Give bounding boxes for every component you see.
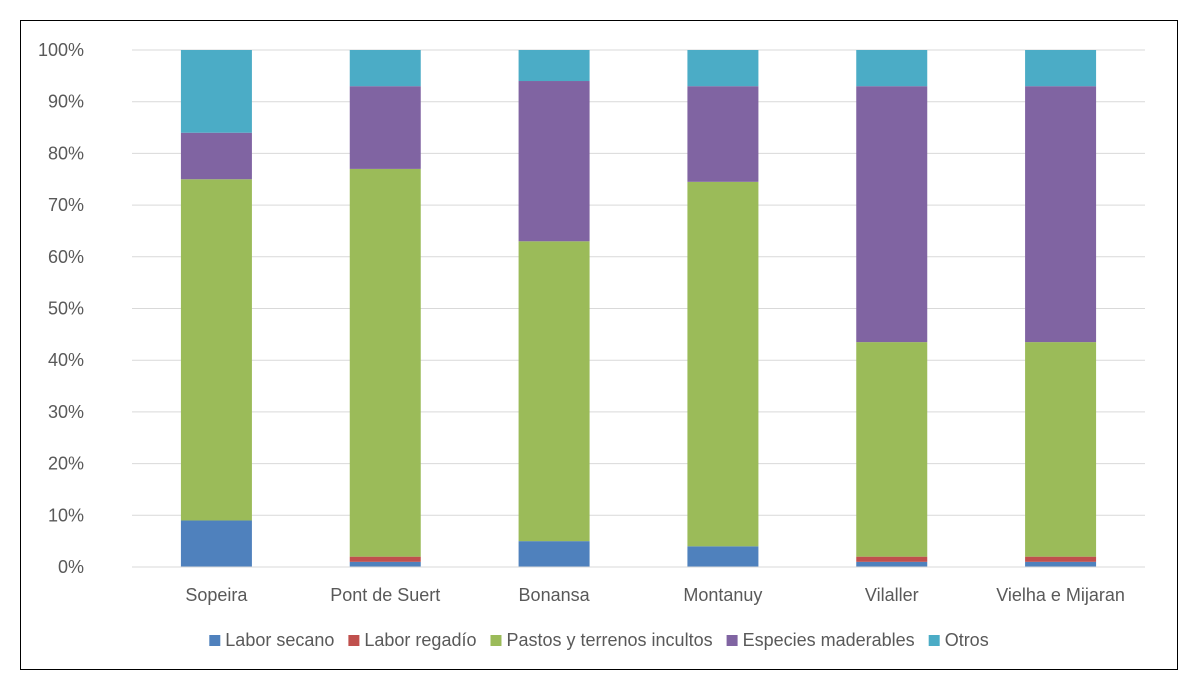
legend-swatch <box>928 635 940 646</box>
bar-segment <box>518 50 590 82</box>
legend-label: Labor secano <box>225 630 334 650</box>
y-tick-label: 90% <box>48 92 84 112</box>
y-axis: 0% 10% 20% 30% 40% 50% 60% 70% 80% 90% 100% <box>38 40 84 577</box>
legend-swatch <box>348 635 360 646</box>
bar-segment <box>856 556 928 562</box>
legend-label: Otros <box>945 630 989 650</box>
y-tick-label: 0% <box>58 557 84 577</box>
bar-segment <box>687 86 759 182</box>
y-tick-label: 10% <box>48 505 84 525</box>
bar-segment <box>1025 86 1097 343</box>
y-tick-label: 50% <box>48 299 84 319</box>
legend-swatch <box>726 635 738 646</box>
bar-segment <box>856 561 928 567</box>
bar-segment <box>687 50 759 87</box>
bar-segment <box>1025 342 1097 557</box>
bar-segment <box>349 556 421 562</box>
y-tick-label: 70% <box>48 195 84 215</box>
bar-segment <box>518 81 590 242</box>
x-axis: Sopeira Pont de Suert Bonansa Montanuy Vilal… <box>132 566 1145 605</box>
x-tick-label: Vielha e Mijaran <box>996 585 1125 605</box>
legend-swatch <box>490 635 502 646</box>
legend-label: Especies maderables <box>743 630 915 650</box>
bar-segment <box>180 132 252 180</box>
bar-segment <box>349 561 421 567</box>
y-tick-label: 40% <box>48 350 84 370</box>
bar-segment <box>180 520 252 567</box>
bar-segment <box>856 342 928 557</box>
y-tick-label: 80% <box>48 143 84 163</box>
bar-segment <box>687 181 759 547</box>
bar-segment <box>518 541 590 567</box>
bar-segment <box>856 50 928 87</box>
y-tick-label: 30% <box>48 402 84 422</box>
legend-swatch <box>209 635 221 646</box>
x-tick-label: Vilaller <box>865 585 919 605</box>
x-tick-label: Pont de Suert <box>330 585 440 605</box>
bars <box>180 50 1097 567</box>
bar-segment <box>1025 50 1097 87</box>
x-tick-label: Montanuy <box>683 585 762 605</box>
x-tick-label: Bonansa <box>519 585 591 605</box>
bar-segment <box>687 546 759 567</box>
legend-label: Labor regadío <box>364 630 476 650</box>
y-tick-label: 100% <box>38 40 84 60</box>
bar-segment <box>349 168 421 557</box>
legend: Labor secano Labor regadío Pastos y terren… <box>209 630 989 650</box>
gridlines <box>132 49 1145 516</box>
bar-segment <box>180 179 252 521</box>
bar-segment <box>180 50 252 133</box>
y-tick-label: 20% <box>48 454 84 474</box>
bar-segment <box>1025 561 1097 567</box>
bar-segment <box>349 86 421 169</box>
bar-segment <box>856 86 928 343</box>
bar-segment <box>349 50 421 87</box>
bar-segment <box>1025 556 1097 562</box>
legend-label: Pastos y terrenos incultos <box>506 630 712 650</box>
y-tick-label: 60% <box>48 247 84 267</box>
bar-segment <box>518 241 590 542</box>
x-tick-label: Sopeira <box>185 585 248 605</box>
